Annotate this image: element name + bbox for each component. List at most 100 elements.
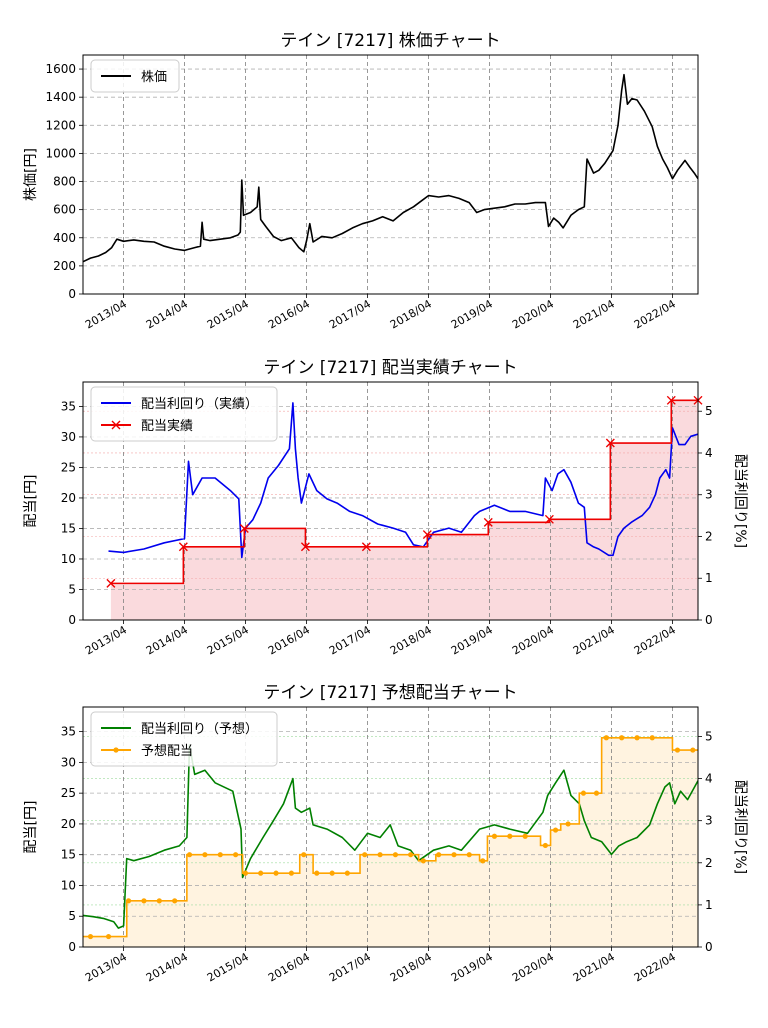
legend-box xyxy=(90,59,180,93)
y2-tick-label: 1 xyxy=(705,571,713,585)
forecast-marker xyxy=(552,827,559,833)
y2-axis-label: 配当利回り[%] xyxy=(732,780,748,874)
forecast-marker xyxy=(451,852,457,858)
forecast-marker xyxy=(593,790,600,796)
forecast-marker xyxy=(565,821,571,827)
dividend-marker xyxy=(106,578,116,588)
y-tick-label: 1400 xyxy=(45,90,76,104)
forecast-marker xyxy=(580,790,587,796)
chart-title: テイン [7217] 株価チャート xyxy=(280,31,500,51)
series-line-1 xyxy=(83,744,698,929)
x-tick-label: 2019/04 xyxy=(449,950,495,984)
y2-tick-label: 3 xyxy=(705,814,713,828)
legend-label: 予想配当 xyxy=(141,743,193,759)
x-tick-label: 2016/04 xyxy=(266,623,312,657)
forecast-marker xyxy=(690,747,696,753)
y2-tick-label: 2 xyxy=(705,856,713,870)
y2-tick-label: 0 xyxy=(705,940,713,954)
forecast-marker xyxy=(233,852,239,858)
y-tick-label: 30 xyxy=(61,755,76,769)
y-tick-label: 0 xyxy=(68,613,76,627)
y-tick-label: 15 xyxy=(61,521,76,535)
forecast-marker xyxy=(141,898,147,904)
chart-panel-2: 2013/04 2014/04 2015/04 2016/04 2017/04 2018/… xyxy=(23,358,748,657)
y-axis-label: 配当[円] xyxy=(23,801,39,854)
forecast-marker xyxy=(408,852,414,858)
x-tick-label: 2014/04 xyxy=(144,950,190,984)
forecast-marker xyxy=(507,833,513,839)
legend-box xyxy=(90,386,278,442)
y2-tick-label: 3 xyxy=(705,488,713,502)
x-tick-label: 2016/04 xyxy=(266,950,312,984)
forecast-marker xyxy=(466,852,472,858)
forecast-marker xyxy=(362,852,368,858)
legend-label: 配当実績 xyxy=(141,418,193,434)
y-tick-label: 10 xyxy=(61,552,76,566)
forecast-marker xyxy=(87,933,94,940)
x-tick-label: 2022/04 xyxy=(632,297,678,331)
x-tick-label: 2015/04 xyxy=(205,623,251,657)
y-tick-label: 25 xyxy=(61,786,76,800)
x-tick-label: 2018/04 xyxy=(388,623,434,657)
y-tick-label: 800 xyxy=(53,175,76,189)
x-tick-label: 2021/04 xyxy=(571,297,617,331)
x-tick-label: 2015/04 xyxy=(205,950,251,984)
x-tick-label: 2017/04 xyxy=(327,623,373,657)
y2-tick-label: 4 xyxy=(705,772,713,786)
forecast-marker xyxy=(542,842,548,849)
y2-tick-label: 2 xyxy=(705,529,713,543)
x-tick-label: 2018/04 xyxy=(388,297,434,331)
forecast-marker xyxy=(344,870,350,876)
forecast-marker xyxy=(392,852,399,858)
dividend-marker xyxy=(239,523,249,533)
forecast-marker xyxy=(491,833,498,839)
dividend-marker xyxy=(300,542,310,552)
forecast-marker xyxy=(242,870,249,876)
forecast-marker xyxy=(186,852,193,858)
forecast-marker xyxy=(202,852,208,858)
forecast-marker xyxy=(436,852,442,858)
dividend-marker xyxy=(544,514,554,524)
dividend-area-fill xyxy=(83,737,698,947)
chart-title: テイン [7217] 配当実績チャート xyxy=(263,358,517,378)
forecast-marker xyxy=(217,852,223,858)
y-tick-label: 35 xyxy=(61,399,76,413)
step-line-2 xyxy=(83,736,698,938)
x-tick-label: 2017/04 xyxy=(327,950,373,984)
dividend-marker xyxy=(178,542,188,552)
forecast-marker xyxy=(480,858,486,864)
plot-frame xyxy=(82,381,699,621)
forecast-marker xyxy=(603,735,609,741)
y-axis-label: 配当[円] xyxy=(23,475,39,528)
dividend-marker xyxy=(666,395,676,405)
legend-label: 株価 xyxy=(141,70,167,85)
x-tick-label: 2016/04 xyxy=(266,297,312,331)
forecast-marker xyxy=(377,852,383,858)
y-tick-label: 15 xyxy=(61,848,76,862)
forecast-marker xyxy=(273,870,279,876)
y2-tick-label: 4 xyxy=(705,446,713,460)
x-tick-label: 2013/04 xyxy=(83,623,129,657)
x-tick-label: 2015/04 xyxy=(205,297,251,331)
x-tick-label: 2020/04 xyxy=(510,297,556,331)
forecast-marker xyxy=(329,870,335,876)
y-tick-label: 10 xyxy=(61,878,76,892)
dividend-marker xyxy=(361,542,371,552)
x-tick-label: 2020/04 xyxy=(510,623,556,657)
forecast-marker xyxy=(156,898,162,904)
plot-frame xyxy=(82,706,699,948)
forecast-marker xyxy=(619,735,625,741)
y-tick-label: 20 xyxy=(61,491,76,505)
x-tick-label: 2013/04 xyxy=(83,950,129,984)
legend-box xyxy=(90,711,278,767)
y-tick-label: 0 xyxy=(68,287,76,301)
y-tick-label: 5 xyxy=(68,909,76,923)
x-tick-label: 2019/04 xyxy=(449,297,495,331)
x-tick-label: 2017/04 xyxy=(327,297,373,331)
series-line-1 xyxy=(108,402,698,559)
x-tick-label: 2013/04 xyxy=(83,297,129,331)
x-tick-label: 2020/04 xyxy=(510,950,556,984)
x-tick-label: 2014/04 xyxy=(144,623,190,657)
y2-tick-label: 5 xyxy=(705,729,713,743)
